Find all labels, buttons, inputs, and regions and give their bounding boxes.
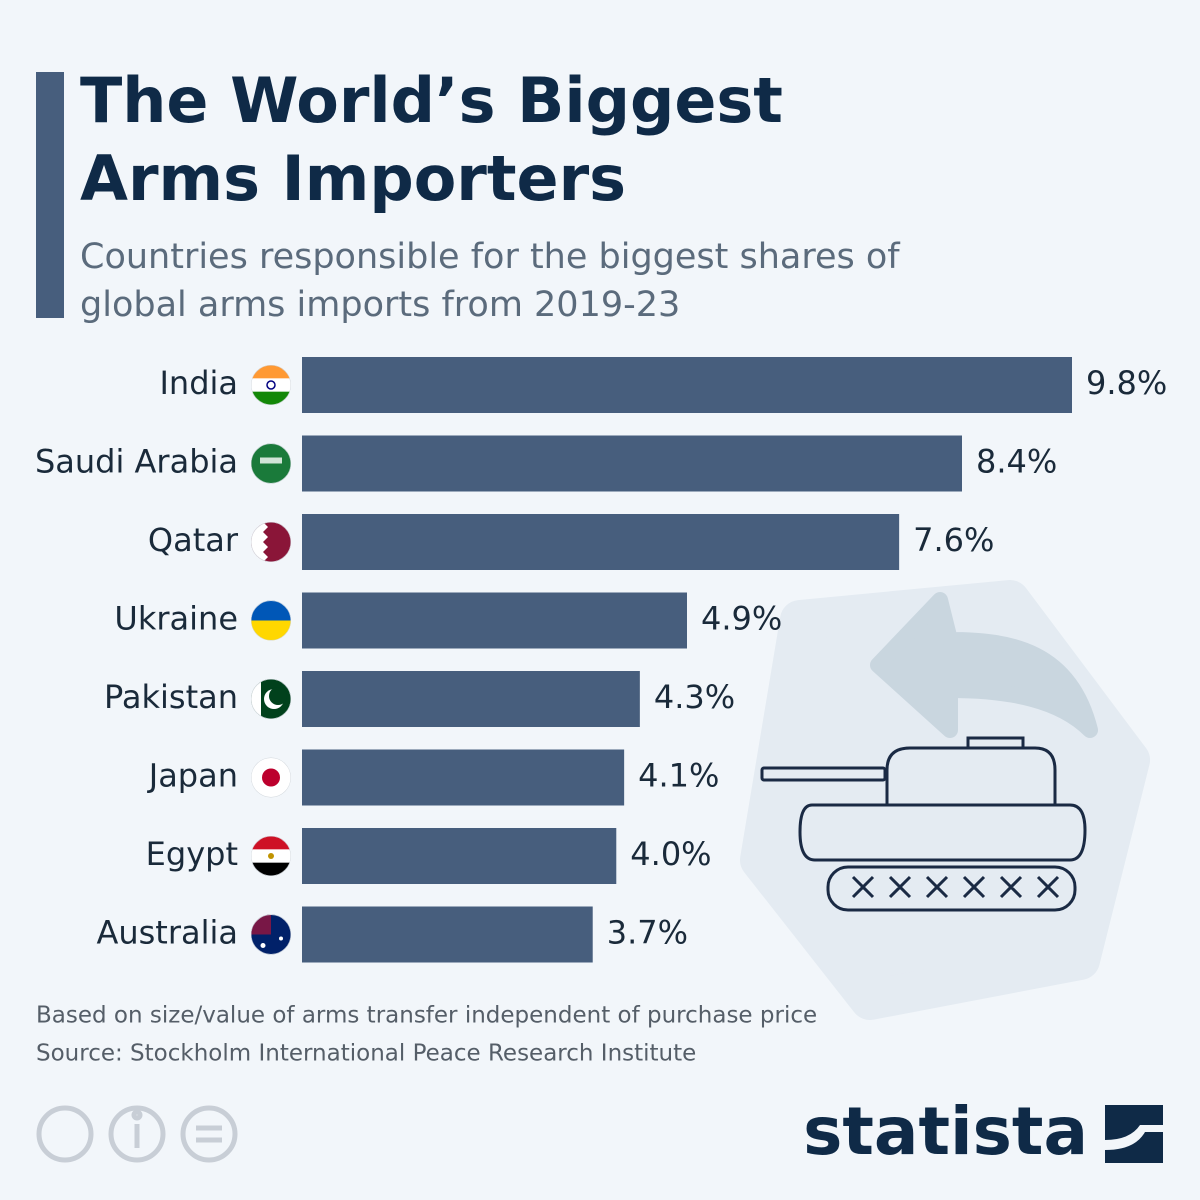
category-label: Egypt — [146, 835, 238, 873]
note: Based on size/value of arms transfer ind… — [36, 1003, 817, 1029]
flag — [251, 522, 291, 562]
category-label: Japan — [147, 757, 238, 795]
flag-part — [251, 522, 268, 562]
flag — [251, 600, 291, 641]
bar — [302, 435, 962, 492]
bar — [302, 906, 593, 963]
flag — [251, 836, 291, 876]
flag — [251, 443, 291, 484]
flag-stripe — [251, 862, 291, 876]
flag-stripe — [251, 378, 291, 393]
flag-part — [268, 853, 274, 859]
bar — [302, 357, 1072, 413]
flag-stripe — [251, 620, 291, 641]
flag-stripe — [251, 836, 291, 850]
flag-part — [251, 679, 261, 719]
category-label: Qatar — [148, 521, 239, 559]
flag-stripe — [251, 391, 291, 405]
logo-icon-cut — [1105, 1125, 1163, 1150]
category-label: Australia — [96, 914, 238, 952]
flag-part — [260, 943, 266, 948]
flag-part — [269, 687, 287, 705]
flag-stripe — [251, 600, 291, 621]
bar — [302, 514, 900, 570]
flag-stripe — [251, 365, 291, 379]
chart-title: The World’s Biggest Arms Importers — [80, 64, 783, 215]
flag — [251, 757, 291, 798]
category-label: India — [159, 364, 238, 402]
value-label: 4.3% — [654, 678, 735, 716]
bar — [302, 671, 640, 727]
value-label: 4.1% — [638, 757, 719, 795]
bar — [302, 749, 625, 806]
bar — [302, 592, 687, 649]
value-label: 8.4% — [976, 443, 1057, 481]
flag — [251, 914, 291, 955]
value-label: 4.0% — [630, 835, 711, 873]
value-label: 3.7% — [607, 914, 688, 952]
source: Source: Stockholm International Peace Re… — [36, 1041, 696, 1067]
flag-part — [266, 380, 276, 390]
flag — [251, 679, 291, 719]
license-icons — [36, 1105, 238, 1163]
chart-subtitle: Countries responsible for the biggest sh… — [80, 237, 900, 325]
flag-part — [260, 457, 282, 464]
value-label: 7.6% — [913, 521, 994, 559]
logo: statista — [803, 1093, 1088, 1170]
category-label: Saudi Arabia — [35, 443, 238, 481]
title-bar — [36, 72, 64, 318]
flag-part — [262, 768, 280, 787]
category-label: Ukraine — [114, 600, 238, 638]
bar — [302, 828, 617, 884]
value-label: 4.9% — [701, 600, 782, 638]
flag-part — [279, 936, 283, 941]
category-label: Pakistan — [104, 678, 238, 716]
flag — [251, 365, 291, 405]
value-label: 9.8% — [1086, 364, 1167, 402]
illustration — [740, 580, 1150, 1020]
